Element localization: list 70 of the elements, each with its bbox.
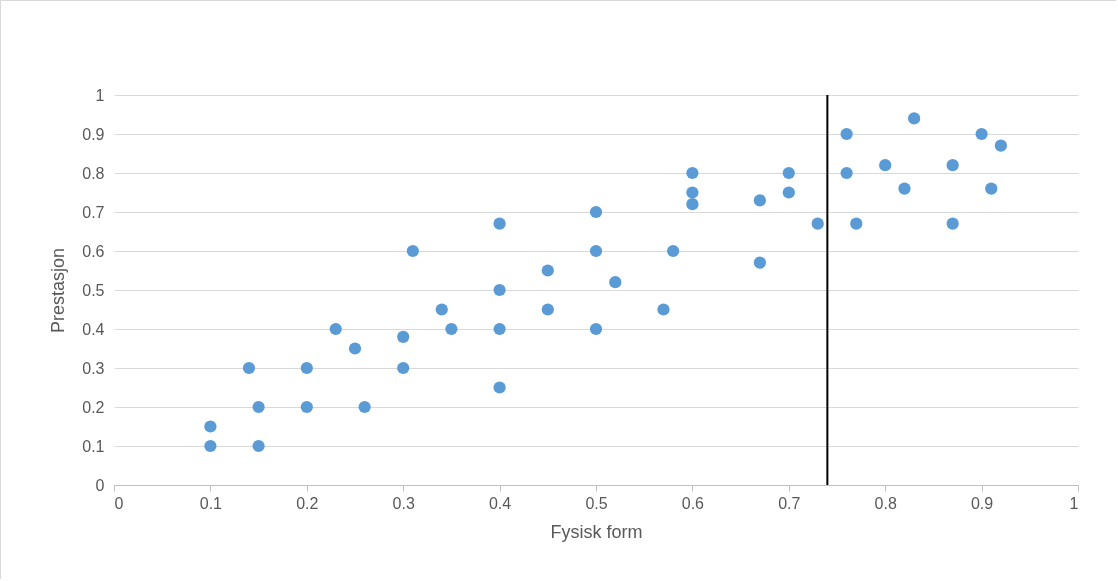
point <box>686 186 699 199</box>
point <box>946 217 959 230</box>
point <box>609 276 622 289</box>
point <box>541 264 554 277</box>
y-tick-label: 0.3 <box>82 359 105 377</box>
point <box>348 342 362 355</box>
point <box>493 283 506 297</box>
y-tick-label: 0.8 <box>82 164 105 182</box>
x-tick-label: 1 <box>1069 494 1079 512</box>
x-tick-label: 0.7 <box>778 494 801 512</box>
point <box>329 322 342 336</box>
x-tick-label: 0.4 <box>488 494 512 512</box>
point <box>908 112 921 125</box>
point <box>300 400 313 414</box>
y-tick-label: 0.6 <box>82 242 105 260</box>
point <box>435 303 448 316</box>
point <box>445 322 458 336</box>
point <box>589 322 603 336</box>
point <box>811 217 824 230</box>
x-tick-label: 0.3 <box>392 494 415 512</box>
y-tick-label: 0.5 <box>82 281 105 299</box>
point <box>879 159 892 172</box>
point <box>686 166 699 180</box>
point <box>242 361 256 375</box>
y-tick-label: 1 <box>95 86 105 104</box>
point <box>753 194 766 207</box>
y-tick-label: 0.1 <box>82 437 105 455</box>
point <box>850 217 863 230</box>
x-tick-label: 0.1 <box>199 494 223 512</box>
point <box>300 361 313 375</box>
y-tick-label: 0.7 <box>82 203 105 221</box>
point <box>782 186 795 199</box>
y-tick-label: 0.4 <box>82 320 105 338</box>
y-tick-label: 0 <box>95 476 105 494</box>
point <box>541 303 554 316</box>
point <box>753 256 766 269</box>
point <box>686 198 699 211</box>
x-axis-title: Fysisk form <box>550 521 643 542</box>
point <box>493 322 506 336</box>
y-tick-label: 0.9 <box>82 125 105 143</box>
point <box>589 244 603 258</box>
y-tick-label: 0.2 <box>82 398 105 416</box>
point <box>589 205 603 219</box>
point <box>840 166 853 180</box>
point <box>985 182 998 195</box>
point <box>493 217 506 230</box>
point <box>358 400 371 414</box>
point <box>493 381 506 394</box>
x-tick-label: 0.8 <box>874 494 897 512</box>
point <box>252 400 265 414</box>
x-tick-label: 0.2 <box>296 494 319 512</box>
x-tick-label: 0.9 <box>970 494 994 512</box>
point <box>204 439 217 453</box>
point <box>397 361 410 375</box>
point <box>975 127 988 141</box>
x-tick-label: 0.5 <box>585 494 608 512</box>
point <box>667 244 680 258</box>
x-tick-label: 0 <box>114 494 124 512</box>
point <box>657 303 670 316</box>
point <box>252 439 265 453</box>
point <box>994 139 1007 152</box>
point <box>840 127 853 141</box>
point <box>204 420 217 433</box>
point <box>406 244 419 258</box>
y-axis-title: Prestasjon <box>48 247 69 334</box>
point <box>397 330 410 343</box>
x-tick-label: 0.6 <box>681 494 705 512</box>
point <box>898 182 911 195</box>
point <box>782 166 795 180</box>
point <box>946 159 959 172</box>
